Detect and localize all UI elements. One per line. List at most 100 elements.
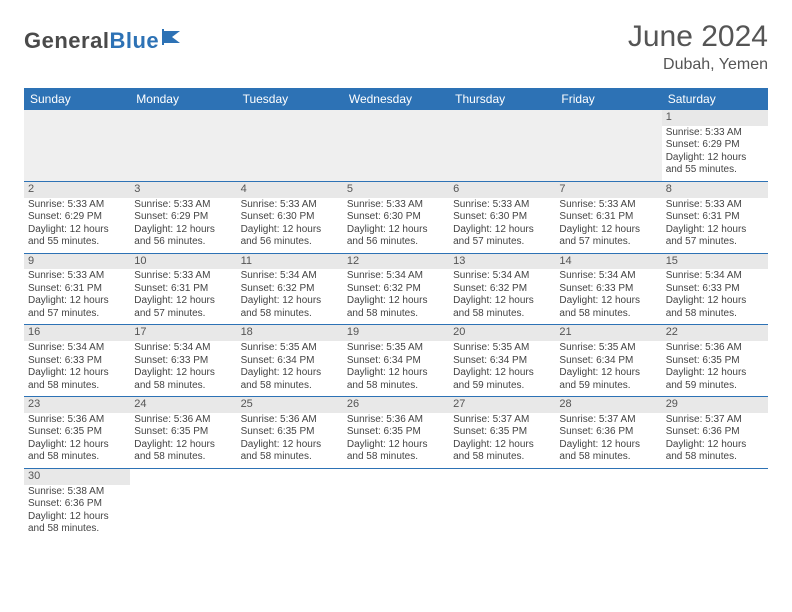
day-cell: 13Sunrise: 5:34 AMSunset: 6:32 PMDayligh… bbox=[449, 253, 555, 325]
sunrise-text: Sunrise: 5:34 AM bbox=[347, 270, 445, 283]
day-cell: 1Sunrise: 5:33 AMSunset: 6:29 PMDaylight… bbox=[662, 110, 768, 181]
day-cell: 9Sunrise: 5:33 AMSunset: 6:31 PMDaylight… bbox=[24, 253, 130, 325]
daylight-text: Daylight: 12 hours and 55 minutes. bbox=[666, 152, 764, 177]
day-cell: 8Sunrise: 5:33 AMSunset: 6:31 PMDaylight… bbox=[662, 181, 768, 253]
empty-cell bbox=[237, 468, 343, 539]
empty-cell bbox=[130, 468, 236, 539]
day-cell: 22Sunrise: 5:36 AMSunset: 6:35 PMDayligh… bbox=[662, 325, 768, 397]
sunset-text: Sunset: 6:31 PM bbox=[28, 283, 126, 296]
day-cell: 2Sunrise: 5:33 AMSunset: 6:29 PMDaylight… bbox=[24, 181, 130, 253]
daylight-text: Daylight: 12 hours and 57 minutes. bbox=[134, 295, 232, 320]
day-cell: 4Sunrise: 5:33 AMSunset: 6:30 PMDaylight… bbox=[237, 181, 343, 253]
empty-cell bbox=[449, 468, 555, 539]
day-number: 21 bbox=[555, 325, 661, 341]
sunset-text: Sunset: 6:36 PM bbox=[559, 426, 657, 439]
day-number: 24 bbox=[130, 397, 236, 413]
sunset-text: Sunset: 6:29 PM bbox=[666, 139, 764, 152]
day-number: 17 bbox=[130, 325, 236, 341]
day-number: 8 bbox=[662, 182, 768, 198]
day-number: 23 bbox=[24, 397, 130, 413]
sunrise-text: Sunrise: 5:33 AM bbox=[666, 199, 764, 212]
day-cell: 10Sunrise: 5:33 AMSunset: 6:31 PMDayligh… bbox=[130, 253, 236, 325]
sunset-text: Sunset: 6:30 PM bbox=[453, 211, 551, 224]
day-number: 16 bbox=[24, 325, 130, 341]
empty-cell bbox=[555, 468, 661, 539]
day-cell: 24Sunrise: 5:36 AMSunset: 6:35 PMDayligh… bbox=[130, 397, 236, 469]
daylight-text: Daylight: 12 hours and 59 minutes. bbox=[453, 367, 551, 392]
daylight-text: Daylight: 12 hours and 58 minutes. bbox=[347, 367, 445, 392]
daylight-text: Daylight: 12 hours and 58 minutes. bbox=[241, 367, 339, 392]
day-number: 2 bbox=[24, 182, 130, 198]
sunset-text: Sunset: 6:36 PM bbox=[28, 498, 126, 511]
empty-cell bbox=[662, 468, 768, 539]
day-number: 29 bbox=[662, 397, 768, 413]
sunrise-text: Sunrise: 5:35 AM bbox=[241, 342, 339, 355]
daylight-text: Daylight: 12 hours and 59 minutes. bbox=[666, 367, 764, 392]
daylight-text: Daylight: 12 hours and 58 minutes. bbox=[666, 439, 764, 464]
sunrise-text: Sunrise: 5:33 AM bbox=[28, 199, 126, 212]
sunset-text: Sunset: 6:31 PM bbox=[134, 283, 232, 296]
sunset-text: Sunset: 6:35 PM bbox=[28, 426, 126, 439]
sunset-text: Sunset: 6:33 PM bbox=[134, 355, 232, 368]
day-cell: 26Sunrise: 5:36 AMSunset: 6:35 PMDayligh… bbox=[343, 397, 449, 469]
day-cell: 14Sunrise: 5:34 AMSunset: 6:33 PMDayligh… bbox=[555, 253, 661, 325]
calendar-row: 9Sunrise: 5:33 AMSunset: 6:31 PMDaylight… bbox=[24, 253, 768, 325]
daylight-text: Daylight: 12 hours and 58 minutes. bbox=[28, 439, 126, 464]
day-number: 9 bbox=[24, 254, 130, 270]
day-number: 30 bbox=[24, 469, 130, 485]
daylight-text: Daylight: 12 hours and 57 minutes. bbox=[666, 224, 764, 249]
daylight-text: Daylight: 12 hours and 58 minutes. bbox=[347, 295, 445, 320]
sunrise-text: Sunrise: 5:34 AM bbox=[134, 342, 232, 355]
weekday-header: Friday bbox=[555, 88, 661, 110]
daylight-text: Daylight: 12 hours and 58 minutes. bbox=[241, 295, 339, 320]
header: General Blue June 2024 Dubah, Yemen bbox=[24, 20, 768, 74]
daylight-text: Daylight: 12 hours and 58 minutes. bbox=[559, 439, 657, 464]
sunrise-text: Sunrise: 5:37 AM bbox=[559, 414, 657, 427]
calendar-row: 23Sunrise: 5:36 AMSunset: 6:35 PMDayligh… bbox=[24, 397, 768, 469]
day-cell: 25Sunrise: 5:36 AMSunset: 6:35 PMDayligh… bbox=[237, 397, 343, 469]
location: Dubah, Yemen bbox=[628, 56, 768, 74]
calendar-row: 16Sunrise: 5:34 AMSunset: 6:33 PMDayligh… bbox=[24, 325, 768, 397]
day-number: 5 bbox=[343, 182, 449, 198]
day-number: 18 bbox=[237, 325, 343, 341]
sunset-text: Sunset: 6:35 PM bbox=[241, 426, 339, 439]
day-cell: 19Sunrise: 5:35 AMSunset: 6:34 PMDayligh… bbox=[343, 325, 449, 397]
day-cell: 23Sunrise: 5:36 AMSunset: 6:35 PMDayligh… bbox=[24, 397, 130, 469]
day-cell: 20Sunrise: 5:35 AMSunset: 6:34 PMDayligh… bbox=[449, 325, 555, 397]
sunrise-text: Sunrise: 5:34 AM bbox=[559, 270, 657, 283]
sunrise-text: Sunrise: 5:33 AM bbox=[347, 199, 445, 212]
sunset-text: Sunset: 6:33 PM bbox=[666, 283, 764, 296]
sunrise-text: Sunrise: 5:33 AM bbox=[28, 270, 126, 283]
weekday-header: Saturday bbox=[662, 88, 768, 110]
empty-cell bbox=[449, 110, 555, 181]
daylight-text: Daylight: 12 hours and 58 minutes. bbox=[28, 367, 126, 392]
empty-cell bbox=[130, 110, 236, 181]
day-cell: 15Sunrise: 5:34 AMSunset: 6:33 PMDayligh… bbox=[662, 253, 768, 325]
day-cell: 6Sunrise: 5:33 AMSunset: 6:30 PMDaylight… bbox=[449, 181, 555, 253]
sunset-text: Sunset: 6:29 PM bbox=[28, 211, 126, 224]
weekday-header: Sunday bbox=[24, 88, 130, 110]
daylight-text: Daylight: 12 hours and 59 minutes. bbox=[559, 367, 657, 392]
sunset-text: Sunset: 6:33 PM bbox=[28, 355, 126, 368]
daylight-text: Daylight: 12 hours and 56 minutes. bbox=[241, 224, 339, 249]
daylight-text: Daylight: 12 hours and 58 minutes. bbox=[134, 367, 232, 392]
day-number: 7 bbox=[555, 182, 661, 198]
weekday-header: Wednesday bbox=[343, 88, 449, 110]
sunrise-text: Sunrise: 5:36 AM bbox=[134, 414, 232, 427]
sunrise-text: Sunrise: 5:33 AM bbox=[666, 127, 764, 140]
day-number: 4 bbox=[237, 182, 343, 198]
daylight-text: Daylight: 12 hours and 57 minutes. bbox=[28, 295, 126, 320]
day-cell: 11Sunrise: 5:34 AMSunset: 6:32 PMDayligh… bbox=[237, 253, 343, 325]
calendar-row: 30Sunrise: 5:38 AMSunset: 6:36 PMDayligh… bbox=[24, 468, 768, 539]
sunrise-text: Sunrise: 5:35 AM bbox=[347, 342, 445, 355]
sunset-text: Sunset: 6:34 PM bbox=[347, 355, 445, 368]
day-cell: 29Sunrise: 5:37 AMSunset: 6:36 PMDayligh… bbox=[662, 397, 768, 469]
sunset-text: Sunset: 6:35 PM bbox=[666, 355, 764, 368]
calendar-row: 2Sunrise: 5:33 AMSunset: 6:29 PMDaylight… bbox=[24, 181, 768, 253]
empty-cell bbox=[343, 468, 449, 539]
day-cell: 5Sunrise: 5:33 AMSunset: 6:30 PMDaylight… bbox=[343, 181, 449, 253]
weekday-header-row: SundayMondayTuesdayWednesdayThursdayFrid… bbox=[24, 88, 768, 110]
daylight-text: Daylight: 12 hours and 58 minutes. bbox=[28, 511, 126, 536]
sunrise-text: Sunrise: 5:37 AM bbox=[666, 414, 764, 427]
daylight-text: Daylight: 12 hours and 58 minutes. bbox=[666, 295, 764, 320]
